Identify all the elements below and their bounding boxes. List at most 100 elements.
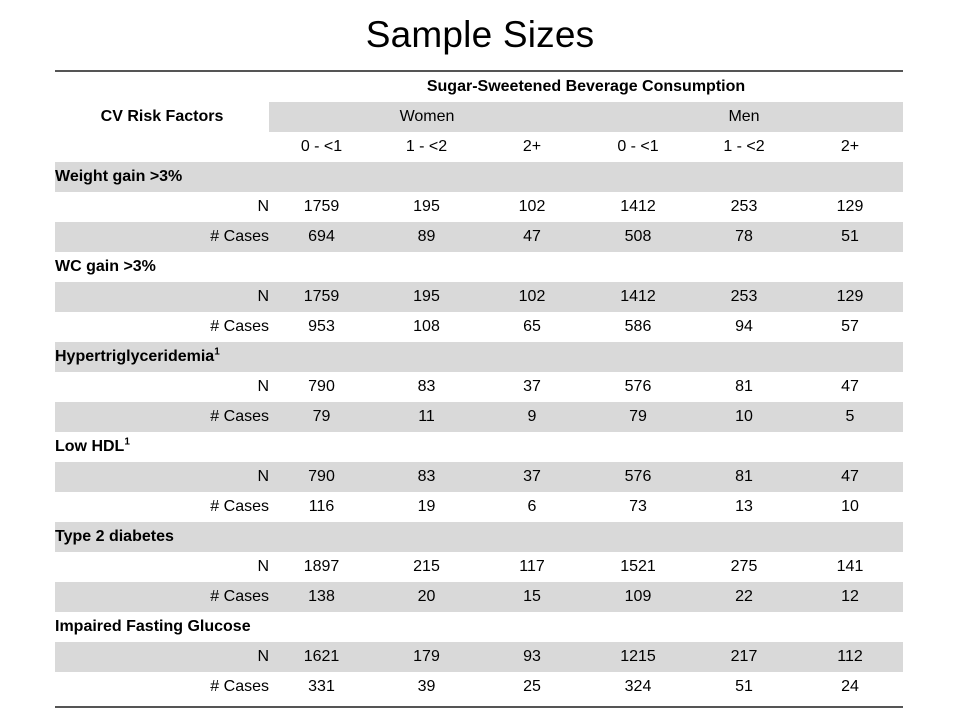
row-label: N (257, 288, 269, 305)
section-header-row: Low HDL1 (55, 432, 903, 462)
table-cell: 39 (417, 678, 436, 695)
table-cell: 57 (841, 318, 859, 335)
table-cell: 790 (308, 468, 335, 485)
section-title: Weight gain >3% (55, 162, 903, 192)
table-cell: 116 (308, 498, 335, 515)
table-cell: 11 (418, 408, 435, 425)
header-row-columns: 0 - <1 1 - <2 2+ 0 - <1 1 - <2 2+ (55, 132, 903, 162)
table-cell: 20 (417, 588, 436, 605)
table-cell: 275 (730, 558, 758, 575)
table-cell: 47 (523, 228, 541, 245)
sample-size-table: CV Risk Factors Sugar-Sweetened Beverage… (55, 72, 904, 702)
section-title: Type 2 diabetes (55, 522, 903, 552)
row-header-label: CV Risk Factors (100, 108, 224, 125)
table-cell: 24 (841, 678, 859, 695)
column-header: 0 - <1 (617, 138, 659, 155)
column-header: 1 - <2 (723, 138, 765, 155)
table-cell: 253 (730, 288, 758, 305)
table-cell: 112 (837, 648, 863, 665)
table-cell: 13 (735, 498, 753, 515)
table-cell: 102 (518, 288, 546, 305)
table-cell: 1412 (620, 198, 656, 215)
table-row: N 790 83 37 576 81 47 (55, 462, 904, 492)
table-cell: 141 (836, 558, 864, 575)
section-name: Impaired Fasting Glucose (55, 618, 251, 635)
table-cell: 117 (519, 558, 545, 575)
section-header-row: Hypertriglyceridemia1 (55, 342, 904, 372)
column-header: 2+ (522, 138, 542, 155)
table-row: N 1621 179 93 1215 217 112 (55, 642, 904, 672)
row-label: N (257, 198, 269, 215)
table-row: # Cases 331 39 25 324 51 24 (55, 672, 903, 702)
section-title: Hypertriglyceridemia1 (55, 342, 903, 372)
section-header-row: WC gain >3% (55, 252, 903, 282)
table-cell: 576 (624, 378, 652, 395)
table-cell: 195 (413, 288, 440, 305)
table-cell: 5 (845, 408, 855, 425)
section-header-row: Type 2 diabetes (55, 522, 904, 552)
table-cell: 81 (735, 468, 753, 485)
section-name: Type 2 diabetes (55, 528, 174, 545)
table-cell: 129 (836, 288, 864, 305)
table-cell: 694 (308, 228, 335, 245)
table-cell: 109 (624, 588, 652, 605)
row-label: # Cases (210, 318, 269, 335)
bottom-rule (55, 706, 903, 708)
table-row: # Cases 138 20 15 109 22 12 (55, 582, 904, 612)
table-cell: 253 (730, 198, 758, 215)
footnote-marker: 1 (124, 436, 130, 448)
table-cell: 217 (730, 648, 758, 665)
column-header: 2+ (840, 138, 860, 155)
section-title: WC gain >3% (55, 252, 903, 282)
table-cell: 1759 (303, 198, 340, 215)
table-cell: 79 (629, 408, 647, 425)
table-cell: 83 (417, 468, 436, 485)
row-label: # Cases (210, 678, 269, 695)
top-rule (55, 70, 903, 72)
section-title: Impaired Fasting Glucose (55, 612, 903, 642)
table-cell: 953 (308, 318, 335, 335)
table-cell: 179 (413, 648, 440, 665)
table-row: N 1759 195 102 1412 253 129 (55, 192, 903, 222)
table-cell: 25 (523, 678, 541, 695)
group-women: Women (399, 108, 455, 125)
table-cell: 1412 (620, 288, 656, 305)
row-label: # Cases (210, 588, 269, 605)
table-cell: 94 (735, 318, 753, 335)
table-body: CV Risk Factors Sugar-Sweetened Beverage… (55, 72, 904, 702)
table-cell: 10 (735, 408, 753, 425)
table-cell: 12 (841, 588, 859, 605)
table-cell: 19 (417, 498, 436, 515)
table-cell: 15 (523, 588, 541, 605)
table-cell: 1215 (620, 648, 656, 665)
row-label: # Cases (210, 228, 269, 245)
column-header: 1 - <2 (405, 138, 448, 155)
footnote-marker: 1 (214, 346, 220, 358)
table-cell: 1521 (620, 558, 656, 575)
table-cell: 1897 (303, 558, 340, 575)
table-cell: 1759 (303, 288, 340, 305)
table-cell: 331 (308, 678, 335, 695)
table-row: N 1897 215 117 1521 275 141 (55, 552, 903, 582)
header-row-title: CV Risk Factors Sugar-Sweetened Beverage… (55, 72, 903, 125)
table-cell: 324 (624, 678, 652, 695)
section-name: Weight gain >3% (55, 168, 183, 185)
table-cell: 108 (413, 318, 440, 335)
row-label: N (257, 558, 269, 575)
row-label: N (257, 468, 269, 485)
table-cell: 47 (841, 468, 859, 485)
table-cell: 22 (735, 588, 753, 605)
table-cell: 102 (518, 198, 546, 215)
table-cell: 215 (413, 558, 440, 575)
table-cell: 37 (523, 468, 541, 485)
table-cell: 65 (523, 318, 541, 335)
table-cell: 51 (735, 678, 753, 695)
table-cell: 73 (629, 498, 647, 515)
table-cell: 576 (624, 468, 652, 485)
row-label: # Cases (210, 498, 269, 515)
table-cell: 129 (836, 198, 864, 215)
table-cell: 10 (841, 498, 859, 515)
table-row: # Cases 116 19 6 73 13 10 (55, 492, 903, 522)
table-row: # Cases 694 89 47 508 78 51 (55, 222, 904, 252)
table-cell: 6 (527, 498, 537, 515)
